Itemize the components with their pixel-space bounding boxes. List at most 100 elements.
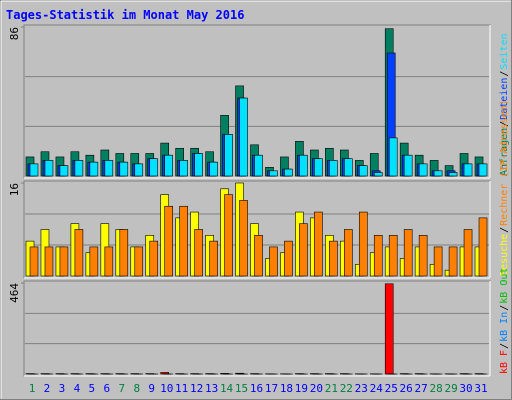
bar (433, 246, 443, 277)
bar (119, 161, 129, 177)
bar (448, 246, 458, 277)
bar (314, 158, 323, 177)
bar (254, 154, 263, 177)
bar (29, 246, 39, 277)
x-tick-label: 30 (459, 382, 472, 395)
bar (149, 158, 159, 177)
legend-separator: / (499, 227, 510, 233)
panel (23, 280, 491, 377)
bar (134, 163, 144, 177)
x-tick-label: 20 (310, 382, 323, 395)
bar (89, 161, 99, 177)
legend-entry: Rechner (IP-Adressen) (499, 99, 510, 225)
legend-entry: kB Out (499, 268, 510, 304)
legend-entry: Dateien (499, 78, 510, 120)
y-tick-label: 16 (8, 183, 21, 196)
bar (74, 229, 84, 277)
legend-entry: kB In (499, 312, 510, 342)
bar (344, 158, 353, 177)
x-tick-label: 29 (444, 382, 457, 395)
bar (478, 163, 488, 177)
legend-entry: Besuche (499, 234, 510, 276)
x-tick-label: 28 (429, 382, 442, 395)
bar (463, 163, 473, 177)
bar (373, 235, 383, 277)
chart-title: Tages-Statistik im Monat May 2016 (6, 8, 244, 22)
bar (224, 194, 233, 277)
x-tick-label: 2 (44, 382, 51, 395)
y-tick-label: 86 (8, 27, 21, 40)
bar (134, 246, 144, 277)
legend-separator: / (499, 71, 510, 77)
bar (44, 160, 54, 177)
bar (179, 160, 188, 177)
x-tick-label: 22 (340, 382, 353, 395)
bar (59, 165, 69, 177)
bar (388, 137, 398, 177)
x-tick-label: 4 (74, 382, 81, 395)
bar (74, 160, 84, 177)
bar (448, 172, 458, 177)
bar (149, 240, 159, 277)
bar (164, 154, 174, 177)
bar (269, 170, 278, 177)
x-tick-label: 12 (190, 382, 203, 395)
x-tick-label: 11 (175, 382, 188, 395)
bar (254, 235, 263, 277)
bar (104, 160, 114, 177)
x-tick-label: 1 (29, 382, 36, 395)
bar (299, 223, 308, 277)
x-tick-label: 27 (415, 382, 428, 395)
x-tick-label: 24 (370, 382, 384, 395)
bar (179, 205, 188, 277)
x-tick-label: 7 (118, 382, 125, 395)
bar (384, 283, 394, 375)
bar (344, 229, 353, 277)
bar (388, 235, 398, 277)
bar (164, 205, 174, 277)
x-tick-label: 18 (280, 382, 293, 395)
bar (269, 246, 278, 277)
bar (59, 246, 69, 277)
x-tick-label: 16 (250, 382, 263, 395)
x-tick-label: 15 (235, 382, 248, 395)
bar (403, 229, 413, 277)
x-tick-label: 21 (325, 382, 338, 395)
bar (284, 240, 293, 277)
bar (104, 246, 114, 277)
x-tick-label: 26 (400, 382, 413, 395)
bar (194, 153, 203, 177)
x-tick-label: 17 (265, 382, 278, 395)
x-tick-label: 6 (104, 382, 111, 395)
bar (478, 217, 488, 277)
bar (418, 163, 428, 177)
legend-separator: / (499, 305, 510, 311)
bar (209, 240, 218, 277)
x-tick-label: 31 (474, 382, 487, 395)
bar (314, 211, 323, 277)
x-tick-label: 3 (59, 382, 66, 395)
x-tick-label: 8 (133, 382, 140, 395)
bar (44, 246, 54, 277)
bar (89, 246, 99, 277)
legend-separator: / (499, 343, 510, 349)
bar (239, 97, 248, 177)
bar (224, 134, 233, 177)
bar (373, 172, 383, 177)
bar (418, 235, 428, 277)
bar (358, 211, 368, 277)
x-tick-label: 10 (160, 382, 173, 395)
x-tick-label: 9 (148, 382, 155, 395)
bar (119, 229, 129, 277)
bar (209, 161, 218, 177)
bar (239, 200, 248, 277)
bar (403, 154, 413, 177)
x-tick-label: 23 (355, 382, 368, 395)
legend-entry: Anfragen (499, 128, 510, 176)
y-tick-label: 464 (8, 283, 21, 303)
bar (284, 168, 293, 177)
x-tick-label: 19 (295, 382, 308, 395)
legend-entry: kB F (499, 350, 510, 374)
